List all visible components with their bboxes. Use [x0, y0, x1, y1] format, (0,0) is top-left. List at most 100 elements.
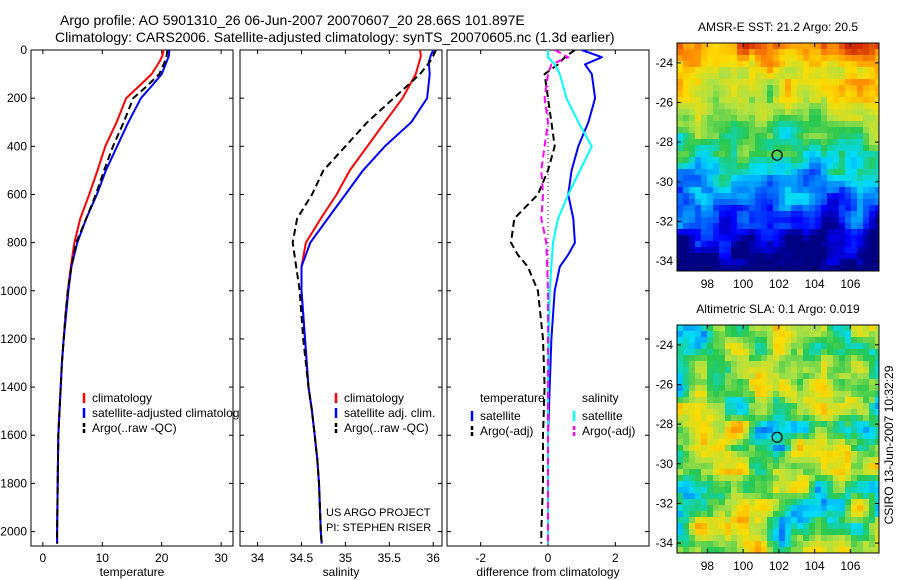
map-cell — [695, 433, 701, 439]
map-cell — [701, 391, 707, 397]
map-cell — [809, 337, 815, 343]
map-cell — [731, 511, 737, 517]
map-cell — [719, 205, 725, 211]
map-cell — [689, 115, 695, 121]
map-cell — [827, 397, 833, 403]
map-cell — [695, 493, 701, 499]
map-cell — [731, 547, 737, 553]
map-cell — [791, 151, 797, 157]
map-cell — [797, 367, 803, 373]
map-cell — [839, 211, 845, 217]
map-cell — [827, 193, 833, 199]
map-cell — [683, 259, 689, 265]
map-cell — [821, 547, 827, 553]
map-cell — [785, 43, 791, 49]
map-cell — [677, 181, 683, 187]
map-cell — [749, 367, 755, 373]
y-tick-label: -34 — [656, 536, 674, 550]
map-cell — [755, 253, 761, 259]
map-cell — [731, 337, 737, 343]
map-cell — [683, 235, 689, 241]
map-cell — [773, 385, 779, 391]
map-cell — [797, 529, 803, 535]
map-cell — [731, 193, 737, 199]
map-cell — [695, 445, 701, 451]
map-cell — [737, 547, 743, 553]
map-cell — [737, 481, 743, 487]
map-cell — [701, 349, 707, 355]
map-cell — [683, 187, 689, 193]
map-cell — [863, 391, 869, 397]
map-cell — [857, 481, 863, 487]
map-cell — [803, 85, 809, 91]
map-cell — [773, 349, 779, 355]
map-cell — [809, 547, 815, 553]
map-cell — [863, 493, 869, 499]
map-cell — [809, 229, 815, 235]
map-cell — [767, 499, 773, 505]
map-cell — [815, 523, 821, 529]
map-cell — [689, 547, 695, 553]
map-cell — [815, 421, 821, 427]
map-cell — [821, 325, 827, 331]
map-cell — [833, 487, 839, 493]
map-cell — [779, 427, 785, 433]
map-cell — [803, 505, 809, 511]
map-cell — [719, 457, 725, 463]
map-cell — [749, 385, 755, 391]
map-cell — [689, 253, 695, 259]
map-cell — [845, 499, 851, 505]
map-cell — [863, 265, 869, 271]
map-cell — [857, 259, 863, 265]
map-cell — [695, 199, 701, 205]
map-cell — [833, 499, 839, 505]
map-cell — [737, 97, 743, 103]
map-cell — [773, 451, 779, 457]
x-tick-label: 35.5 — [378, 551, 402, 565]
map-cell — [821, 61, 827, 67]
map-cell — [869, 67, 875, 73]
map-cell — [713, 469, 719, 475]
map-cell — [755, 475, 761, 481]
map-cell — [707, 355, 713, 361]
map-cell — [815, 151, 821, 157]
map-cell — [869, 265, 875, 271]
map-cell — [839, 259, 845, 265]
map-cell — [779, 523, 785, 529]
map-cell — [767, 415, 773, 421]
y-tick-label: 400 — [7, 139, 27, 153]
map-cell — [791, 523, 797, 529]
map-cell — [851, 361, 857, 367]
map-cell — [731, 403, 737, 409]
map-cell — [701, 241, 707, 247]
legend-entry: Argo(..raw -QC) — [344, 421, 429, 435]
map-cell — [737, 169, 743, 175]
map-cell — [845, 379, 851, 385]
map-cell — [707, 127, 713, 133]
map-cell — [677, 439, 683, 445]
map-cell — [701, 499, 707, 505]
map-cell — [731, 367, 737, 373]
map-cell — [785, 67, 791, 73]
map-cell — [809, 397, 815, 403]
map-cell — [755, 121, 761, 127]
map-cell — [707, 349, 713, 355]
map-cell — [689, 175, 695, 181]
map-cell — [701, 421, 707, 427]
map-cell — [845, 205, 851, 211]
map-cell — [845, 469, 851, 475]
map-cell — [815, 325, 821, 331]
map-cell — [767, 427, 773, 433]
map-cell — [755, 415, 761, 421]
map-cell — [857, 145, 863, 151]
map-cell — [707, 145, 713, 151]
map-cell — [875, 55, 879, 61]
y-tick-label: -24 — [656, 338, 674, 352]
map-cell — [743, 487, 749, 493]
map-cell — [683, 409, 689, 415]
map-cell — [725, 91, 731, 97]
map-cell — [803, 259, 809, 265]
map-cell — [755, 439, 761, 445]
map-cell — [689, 49, 695, 55]
map-cell — [683, 403, 689, 409]
